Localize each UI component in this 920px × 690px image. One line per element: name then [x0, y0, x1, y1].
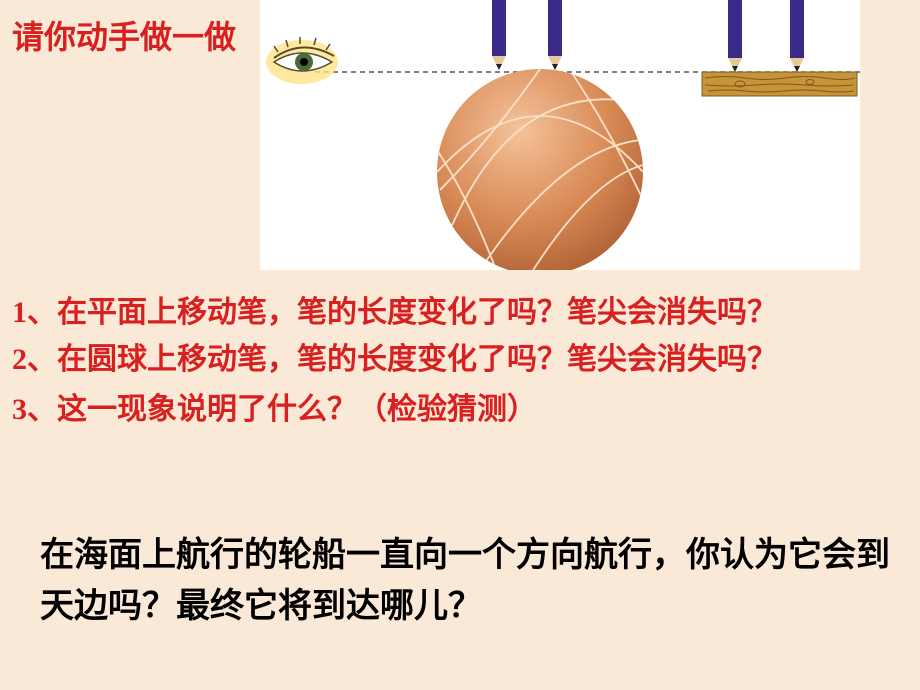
question-2: 2、在圆球上移动笔，笔的长度变化了吗？笔尖会消失吗？	[12, 337, 908, 384]
question-block: 1、在平面上移动笔，笔的长度变化了吗？笔尖会消失吗？ 2、在圆球上移动笔，笔的长…	[12, 290, 908, 434]
slide-title: 请你动手做一做	[12, 12, 236, 58]
question-3: 3、这一现象说明了什么？（检验猜测）	[12, 387, 908, 434]
pencil-1	[492, 0, 506, 70]
question-1: 1、在平面上移动笔，笔的长度变化了吗？笔尖会消失吗？	[12, 290, 908, 337]
wooden-plank	[702, 72, 857, 96]
experiment-diagram	[260, 0, 860, 270]
pencil-3	[728, 0, 742, 72]
bottom-paragraph: 在海面上航行的轮船一直向一个方向航行，你认为它会到天边吗？最终它将到达哪儿？	[40, 530, 890, 632]
pencil-4	[790, 0, 804, 72]
pencil-2	[548, 0, 562, 70]
